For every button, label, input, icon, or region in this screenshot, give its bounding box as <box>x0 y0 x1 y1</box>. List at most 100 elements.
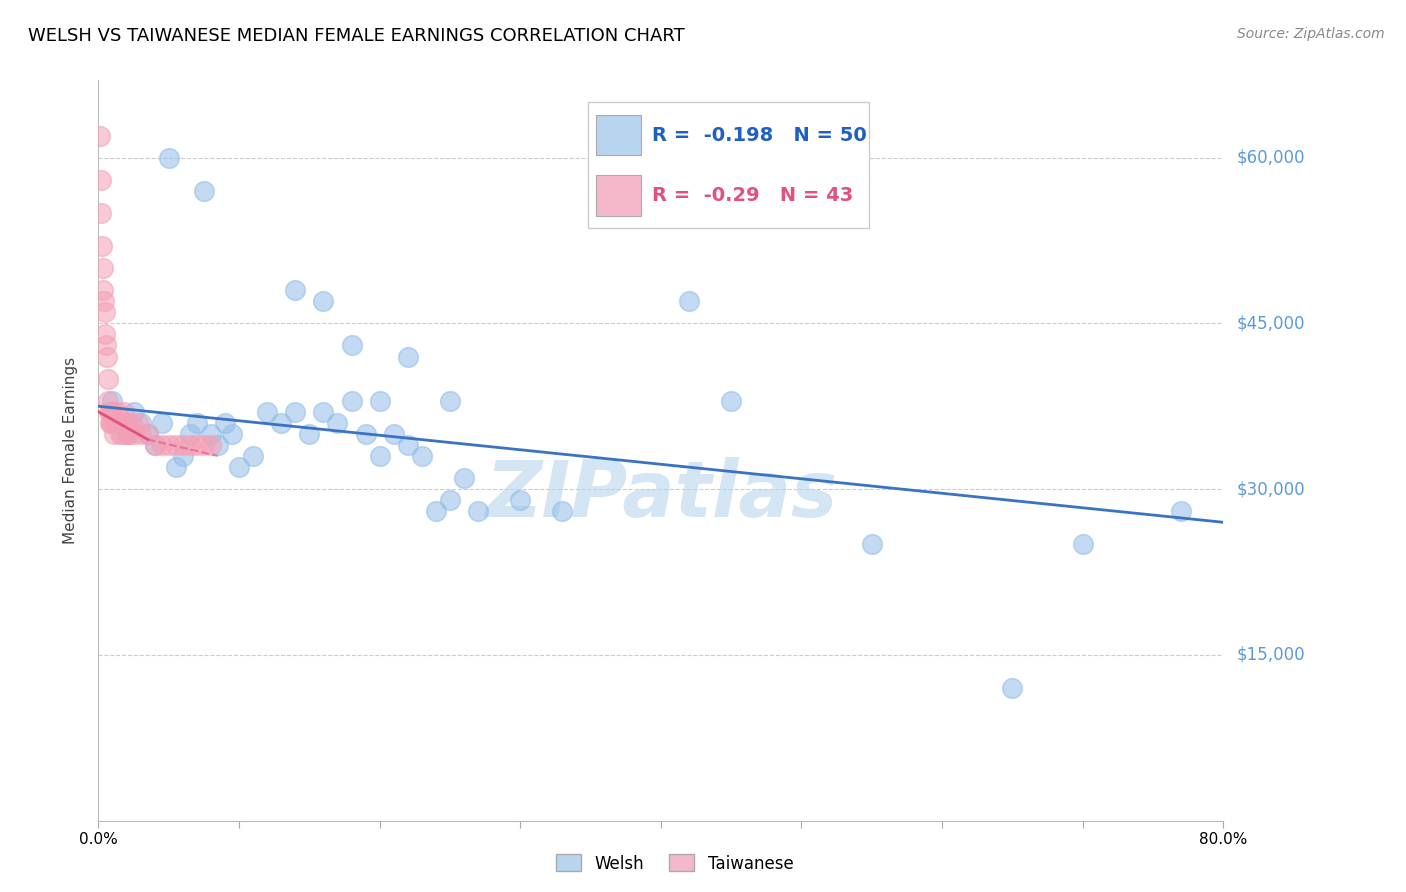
Point <box>94 327 117 342</box>
Point <box>193 184 215 198</box>
Point <box>439 493 461 508</box>
Point <box>101 416 124 430</box>
Point <box>200 426 222 441</box>
Text: Source: ZipAtlas.com: Source: ZipAtlas.com <box>1237 27 1385 41</box>
Point <box>439 393 461 408</box>
Point <box>96 338 118 352</box>
Point <box>172 438 194 452</box>
Point <box>103 426 125 441</box>
Legend: Welsh, Taiwanese: Welsh, Taiwanese <box>550 847 800 880</box>
Point <box>136 426 159 441</box>
Y-axis label: Median Female Earnings: Median Female Earnings <box>63 357 77 544</box>
Point <box>100 416 122 430</box>
Point <box>91 261 114 276</box>
Point <box>150 416 173 430</box>
Point <box>122 405 145 419</box>
Point <box>326 416 349 430</box>
Point <box>312 405 335 419</box>
Point <box>396 438 419 452</box>
Point <box>509 493 531 508</box>
Point <box>284 405 307 419</box>
Point <box>411 449 433 463</box>
Text: WELSH VS TAIWANESE MEDIAN FEMALE EARNINGS CORRELATION CHART: WELSH VS TAIWANESE MEDIAN FEMALE EARNING… <box>28 27 685 45</box>
Point <box>110 416 132 430</box>
Point <box>1170 504 1192 518</box>
Point <box>157 151 180 165</box>
Point <box>207 438 229 452</box>
Point <box>98 405 122 419</box>
Text: ZIPatlas: ZIPatlas <box>485 457 837 533</box>
Point <box>256 405 278 419</box>
Point <box>678 294 700 309</box>
Point <box>720 393 742 408</box>
Text: $30,000: $30,000 <box>1237 480 1306 498</box>
Point <box>129 416 152 430</box>
Point <box>214 416 236 430</box>
Point <box>96 371 120 385</box>
Point <box>312 294 335 309</box>
Point <box>101 405 124 419</box>
Point <box>117 426 139 441</box>
Point <box>467 504 489 518</box>
Point <box>1071 537 1094 551</box>
Text: $15,000: $15,000 <box>1237 646 1306 664</box>
Point <box>228 460 250 475</box>
Point <box>111 426 134 441</box>
Point <box>115 426 138 441</box>
Point <box>172 449 194 463</box>
Point <box>108 416 131 430</box>
Point <box>396 350 419 364</box>
Point <box>122 426 145 441</box>
Point <box>368 393 391 408</box>
Point <box>129 426 152 441</box>
Point <box>221 426 243 441</box>
Point <box>186 438 208 452</box>
Point <box>382 426 405 441</box>
Point <box>368 449 391 463</box>
Point <box>298 426 321 441</box>
Point <box>101 393 124 408</box>
Point <box>157 438 180 452</box>
Point <box>186 416 208 430</box>
Point <box>551 504 574 518</box>
Point <box>90 206 112 220</box>
Point <box>284 283 307 297</box>
Point <box>108 426 131 441</box>
Point <box>453 471 475 485</box>
Point <box>143 438 166 452</box>
Point <box>340 338 363 352</box>
Point <box>340 393 363 408</box>
Point <box>1001 681 1024 695</box>
Point <box>115 416 138 430</box>
Point <box>165 438 187 452</box>
Point <box>165 460 187 475</box>
Point <box>860 537 883 551</box>
Point <box>98 416 121 430</box>
Point <box>105 405 128 419</box>
Point <box>90 172 112 186</box>
Point <box>104 416 127 430</box>
Point <box>93 305 117 319</box>
Point <box>150 438 173 452</box>
Point <box>200 438 222 452</box>
Point <box>143 438 166 452</box>
Text: $60,000: $60,000 <box>1237 149 1306 167</box>
Point <box>93 283 115 297</box>
Point <box>90 239 114 253</box>
Point <box>179 426 201 441</box>
Point <box>136 426 159 441</box>
Point <box>93 294 115 309</box>
Point <box>127 416 149 430</box>
Point <box>179 438 201 452</box>
Point <box>270 416 292 430</box>
Point <box>118 426 141 441</box>
Point <box>96 350 118 364</box>
Point <box>97 393 120 408</box>
Point <box>112 405 135 419</box>
Point <box>89 128 111 143</box>
Point <box>242 449 264 463</box>
Point <box>425 504 447 518</box>
Point <box>120 416 142 430</box>
Point <box>354 426 377 441</box>
Point <box>98 405 121 419</box>
